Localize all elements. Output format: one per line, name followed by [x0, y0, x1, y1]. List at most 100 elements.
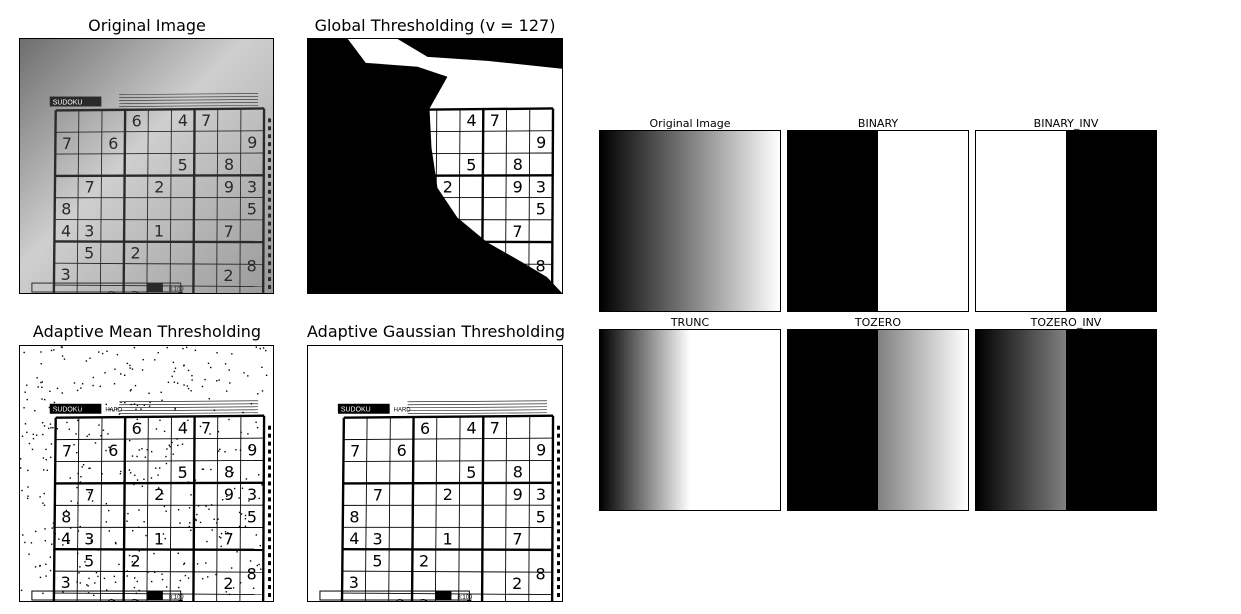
margin-text-mark	[268, 205, 272, 210]
noise-speck	[77, 502, 79, 504]
noise-speck	[101, 473, 103, 475]
noise-speck	[262, 590, 264, 593]
noise-speck	[140, 408, 142, 410]
header-text-line	[407, 403, 548, 406]
noise-speck	[40, 351, 42, 353]
sudoku-digit: 3	[84, 222, 94, 241]
gradient-fill	[976, 330, 1156, 510]
margin-text-mark	[268, 577, 272, 582]
noise-speck	[177, 509, 180, 511]
noise-speck	[82, 464, 85, 466]
gradient-fill	[788, 330, 968, 510]
noise-speck	[45, 448, 47, 451]
noise-speck	[81, 383, 84, 385]
noise-speck	[215, 573, 217, 576]
noise-speck	[119, 473, 122, 475]
sudoku-digit: 5	[466, 155, 476, 174]
noise-speck	[133, 563, 135, 565]
grid-line	[169, 109, 172, 293]
noise-speck	[209, 433, 211, 435]
sudoku-digit: 3	[349, 573, 359, 592]
noise-speck	[79, 582, 82, 584]
noise-speck	[126, 520, 128, 522]
grid-line	[504, 416, 507, 601]
margin-text-mark	[268, 553, 272, 558]
noise-speck	[26, 384, 28, 386]
noise-speck	[138, 550, 140, 552]
noise-speck	[174, 409, 176, 411]
noise-speck	[43, 504, 46, 506]
margin-text-mark	[557, 561, 561, 566]
noise-speck	[216, 380, 218, 382]
noise-speck	[208, 508, 210, 510]
margin-text-mark	[268, 441, 272, 446]
noise-speck	[206, 540, 208, 543]
noise-speck	[24, 541, 26, 544]
noise-speck	[232, 471, 234, 474]
noise-speck	[75, 433, 77, 435]
noise-speck	[123, 480, 125, 483]
noise-speck	[61, 392, 63, 394]
noise-speck	[228, 369, 230, 371]
header-block	[337, 403, 390, 414]
margin-text-mark	[268, 126, 272, 131]
noise-speck	[256, 564, 259, 567]
noise-speck	[77, 530, 80, 532]
sudoku-digit: 3	[247, 485, 257, 504]
noise-speck	[41, 386, 43, 389]
sudoku-digit: 3	[61, 573, 71, 592]
noise-speck	[209, 366, 212, 369]
noise-speck	[49, 569, 52, 572]
grid-line	[52, 110, 57, 293]
panel-title: BINARY	[857, 117, 899, 130]
noise-speck	[76, 486, 78, 489]
noise-speck	[105, 521, 108, 523]
noise-speck	[78, 407, 80, 409]
sudoku-digit: 4	[349, 529, 359, 548]
noise-speck	[113, 383, 116, 385]
noise-speck	[226, 495, 228, 498]
noise-speck	[118, 413, 121, 415]
margin-text-mark	[557, 465, 561, 470]
noise-speck	[37, 386, 39, 388]
noise-speck	[98, 351, 100, 353]
sudoku-digit: 8	[535, 564, 545, 583]
sudoku-digit: 7	[490, 418, 500, 437]
grid-line	[550, 415, 555, 601]
sudoku-digit: 9	[513, 485, 523, 504]
sudoku-digit: 7	[85, 485, 95, 504]
noise-speck	[176, 438, 178, 440]
noise-speck	[61, 355, 64, 357]
sudoku-digit: 5	[84, 243, 94, 262]
noise-speck	[184, 470, 186, 472]
noise-speck	[32, 437, 35, 440]
noise-speck	[91, 500, 94, 502]
noise-speck	[166, 448, 168, 450]
noise-speck	[142, 358, 144, 361]
noise-speck	[153, 552, 155, 555]
header-text-line	[407, 412, 548, 415]
noise-speck	[51, 527, 53, 529]
noise-speck	[56, 427, 58, 430]
noise-speck	[120, 373, 122, 375]
noise-speck	[161, 578, 164, 581]
noise-speck	[233, 487, 236, 490]
noise-speck	[131, 368, 134, 370]
noise-speck	[255, 534, 258, 536]
noise-speck	[179, 579, 182, 582]
noise-speck	[161, 399, 163, 401]
grid-line	[54, 570, 264, 573]
noise-speck	[89, 467, 91, 470]
noise-speck	[181, 443, 184, 445]
noise-speck	[45, 575, 47, 577]
panel-title: Global Thresholding (v = 127)	[314, 16, 556, 35]
noise-speck	[108, 530, 110, 532]
noise-speck	[81, 406, 83, 409]
binary-inv-image	[975, 130, 1157, 312]
panel-title: Adaptive Mean Thresholding	[32, 322, 262, 341]
sudoku-digit: 8	[247, 256, 257, 275]
grid-line	[52, 417, 57, 601]
header-text-line	[119, 99, 259, 101]
noise-speck	[248, 500, 250, 502]
noise-speck	[28, 553, 30, 555]
